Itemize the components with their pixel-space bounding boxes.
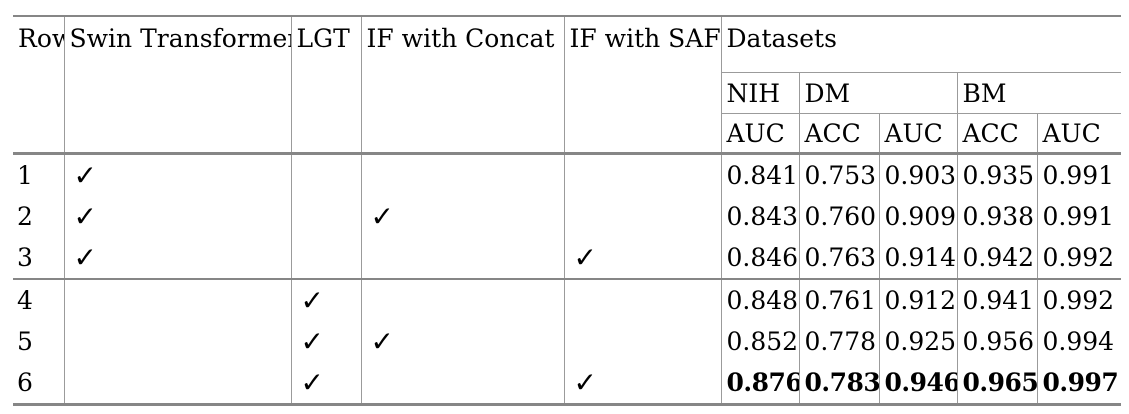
check-cell-if-with-concat: ✓: [361, 196, 565, 237]
value-dm-auc: 0.912: [879, 278, 958, 321]
check-cell-swin-transformer: [64, 278, 292, 321]
check-cell-lgt: [291, 196, 362, 237]
header-row-1: Row Swin Transformer LGT IF with Concat …: [13, 16, 1122, 155]
check-cell-if-with-concat: [361, 237, 565, 279]
value-dm-acc: 0.763: [799, 237, 880, 279]
col-header-swin-transformer: Swin Transformer: [64, 16, 292, 155]
check-cell-lgt: [291, 153, 362, 196]
col-header-dm: DM: [799, 72, 958, 114]
col-header-nih-auc: AUC: [721, 113, 800, 155]
value-bm-auc: 0.992: [1042, 243, 1115, 272]
value-bm-acc: 0.956: [957, 321, 1038, 362]
col-header-bm: BM: [957, 72, 1122, 114]
value-bm-auc: 0.991: [1042, 202, 1115, 231]
table-row: 2 ✓ ✓ 0.843 0.760 0.909 0.938 0.991: [13, 196, 1121, 237]
col-header-if-with-saf: IF with SAF: [564, 16, 722, 155]
check-cell-lgt: [291, 237, 362, 279]
value-dm-auc: 0.925: [879, 321, 958, 362]
check-cell-if-with-saf: [564, 196, 722, 237]
value-bm-acc: 0.938: [957, 196, 1038, 237]
value-dm-auc: 0.914: [879, 237, 958, 279]
value-dm-acc: 0.753: [799, 153, 880, 196]
row-number: 6: [13, 362, 65, 405]
row-number: 3: [13, 237, 65, 279]
check-cell-if-with-saf: [564, 153, 722, 196]
check-cell-lgt: ✓: [291, 278, 362, 321]
table-row-best: 6 ✓ ✓ 0.876 0.783 0.946 0.965 0.997: [13, 362, 1121, 405]
check-cell-lgt: ✓: [291, 321, 362, 362]
value-bm-auc: 0.991: [1042, 161, 1115, 190]
check-cell-swin-transformer: [64, 362, 292, 405]
table-header: Row Swin Transformer LGT IF with Concat …: [13, 16, 1122, 155]
ablation-results-table: Row Swin Transformer LGT IF with Concat …: [13, 15, 1122, 406]
check-cell-if-with-saf: ✓: [564, 237, 722, 279]
table-row: 1 ✓ 0.841 0.753 0.903 0.935 0.991: [13, 153, 1121, 196]
check-cell-if-with-concat: [361, 278, 565, 321]
check-cell-swin-transformer: ✓: [64, 196, 292, 237]
check-cell-if-with-concat: ✓: [361, 321, 565, 362]
value-nih-auc: 0.852: [721, 321, 800, 362]
header-row-2: NIH DM BM: [13, 72, 1122, 114]
col-header-if-with-concat: IF with Concat: [361, 16, 565, 155]
col-header-lgt: LGT: [291, 16, 362, 155]
value-bm-acc: 0.935: [957, 153, 1038, 196]
col-header-bm-auc: AUC: [1037, 113, 1122, 155]
value-dm-auc: 0.909: [879, 196, 958, 237]
value-bm-auc: 0.997: [1042, 368, 1119, 397]
check-cell-lgt: ✓: [291, 362, 362, 405]
table-row: 5 ✓ ✓ 0.852 0.778 0.925 0.956 0.994: [13, 321, 1121, 362]
value-nih-auc: 0.843: [721, 196, 800, 237]
value-bm-acc: 0.942: [957, 237, 1038, 279]
col-header-datasets: Datasets: [721, 16, 1122, 73]
value-dm-acc: 0.778: [799, 321, 880, 362]
row-number: 5: [13, 321, 65, 362]
header-row-3: AUC ACC AUC ACC AUC: [13, 113, 1122, 155]
value-dm-acc: 0.760: [799, 196, 880, 237]
row-number: 4: [13, 278, 65, 321]
value-bm-acc: 0.965: [957, 362, 1038, 405]
check-cell-if-with-concat: [361, 362, 565, 405]
check-cell-if-with-concat: [361, 153, 565, 196]
table-row: 4 ✓ 0.848 0.761 0.912 0.941 0.992: [13, 278, 1122, 321]
value-dm-auc: 0.903: [879, 153, 958, 196]
value-nih-auc: 0.876: [721, 362, 800, 405]
row-number: 2: [13, 196, 65, 237]
row-number: 1: [13, 153, 65, 196]
col-header-row: Row: [13, 16, 65, 155]
check-cell-if-with-saf: [564, 321, 722, 362]
value-nih-auc: 0.841: [721, 153, 800, 196]
check-cell-if-with-saf: ✓: [564, 362, 722, 405]
check-cell-swin-transformer: ✓: [64, 237, 292, 279]
col-header-dm-auc: AUC: [879, 113, 958, 155]
col-header-bm-acc: ACC: [957, 113, 1038, 155]
table-row: 3 ✓ ✓ 0.846 0.763 0.914 0.942 0.992: [13, 237, 1121, 279]
value-dm-auc: 0.946: [879, 362, 958, 405]
check-cell-swin-transformer: ✓: [64, 153, 292, 196]
value-bm-auc: 0.992: [1037, 278, 1122, 321]
table-section-swin: 1 ✓ 0.841 0.753 0.903 0.935 0.991 2 ✓ ✓ …: [13, 153, 1121, 279]
table-section-lgt: 4 ✓ 0.848 0.761 0.912 0.941 0.992 5 ✓ ✓ …: [13, 278, 1122, 405]
value-nih-auc: 0.846: [721, 237, 800, 279]
col-header-dm-acc: ACC: [799, 113, 880, 155]
col-header-nih: NIH: [721, 72, 800, 114]
value-dm-acc: 0.783: [799, 362, 880, 405]
value-bm-auc: 0.994: [1042, 327, 1115, 356]
value-dm-acc: 0.761: [799, 278, 880, 321]
check-cell-swin-transformer: [64, 321, 292, 362]
check-cell-if-with-saf: [564, 278, 722, 321]
value-bm-acc: 0.941: [957, 278, 1038, 321]
value-nih-auc: 0.848: [721, 278, 800, 321]
